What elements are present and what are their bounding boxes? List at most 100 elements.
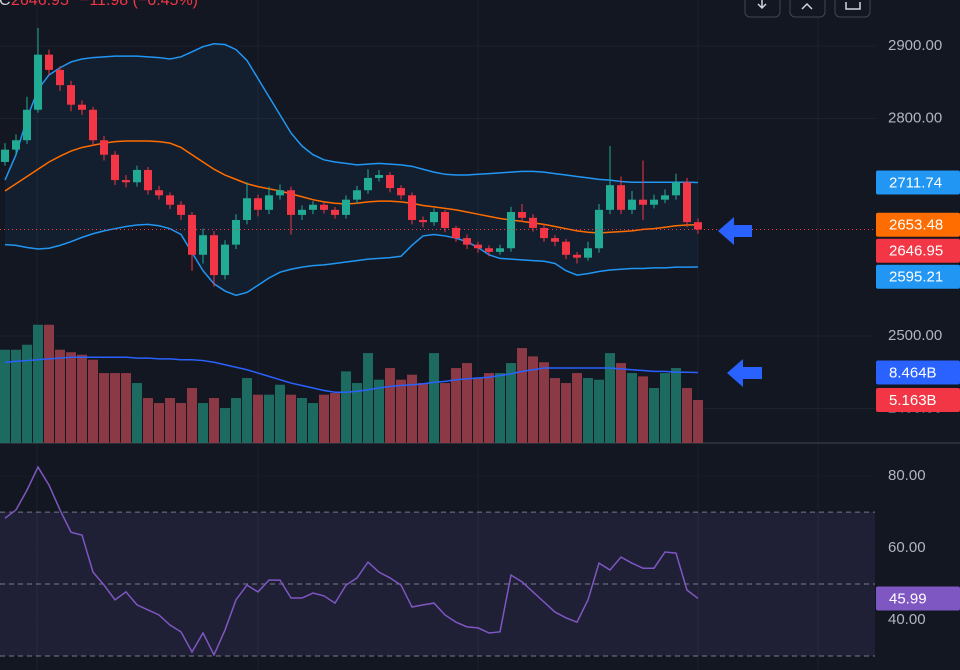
volume-bar — [682, 388, 692, 443]
volume-bar — [385, 368, 395, 443]
volume-bar — [539, 362, 549, 443]
volume-ma-line — [4, 356, 699, 393]
candle-body — [364, 177, 372, 191]
button[interactable] — [789, 0, 826, 18]
volume-bar — [187, 388, 197, 443]
candle-body — [221, 244, 229, 276]
volume-bar — [264, 394, 274, 443]
candle-body — [34, 54, 42, 110]
plot: 2400.002500.002800.002900.0040.0060.0080… — [0, 27, 942, 657]
candle-body — [78, 104, 86, 110]
volume-bar — [176, 403, 186, 443]
volume-bar — [99, 373, 109, 443]
candle-body — [639, 199, 647, 205]
volume-bar — [583, 378, 593, 443]
candle-body — [188, 214, 196, 255]
volume-bar — [429, 353, 439, 443]
volume-bar — [528, 356, 538, 443]
volume-bar — [154, 403, 164, 443]
volume-bar — [88, 359, 98, 443]
volume-bar — [143, 398, 153, 443]
volume-bar — [55, 349, 65, 443]
axis-label-box — [876, 170, 960, 195]
volume-bar — [418, 383, 428, 443]
volume-bar — [627, 373, 637, 443]
volume-bar — [363, 353, 373, 443]
candle-body — [12, 140, 20, 150]
y-tick-label: 80.00 — [888, 467, 926, 484]
rsi-band-fill — [0, 512, 875, 656]
volume-bar — [374, 379, 384, 443]
basis-line — [4, 140, 699, 234]
candle-body — [1, 149, 9, 162]
candle-body — [353, 190, 361, 200]
volume-bar — [506, 363, 516, 443]
candle-body — [320, 204, 328, 210]
volume-bar — [352, 383, 362, 443]
axis-label: 2711.74 — [889, 174, 942, 191]
arrows — [718, 217, 762, 387]
axis-label-box — [876, 238, 960, 263]
volume-bar — [462, 363, 472, 443]
candle-body — [562, 241, 570, 255]
candle-body — [67, 85, 75, 105]
candle-body — [606, 185, 614, 210]
volume-bar — [517, 348, 527, 443]
candle-body — [265, 195, 273, 210]
axis-label: 2646.95 — [889, 243, 943, 260]
y-tick-label: 60.00 — [888, 539, 926, 556]
candle-body — [595, 209, 603, 249]
candle-body — [672, 182, 680, 196]
candle-body — [331, 209, 339, 215]
candle-body — [419, 219, 427, 223]
candle-body — [342, 199, 350, 215]
volume-bar — [660, 373, 670, 443]
volume-bar — [396, 379, 406, 443]
axis-label-box — [876, 360, 960, 385]
volume-bar — [44, 324, 54, 443]
candle-body — [573, 254, 581, 258]
candle-body — [45, 54, 53, 70]
candle-body — [551, 238, 559, 242]
candle-body — [111, 154, 119, 181]
volume-bar — [110, 373, 120, 443]
axis-label: 45.99 — [889, 590, 927, 607]
axis-label: 8.464B — [889, 364, 937, 381]
volume-bar — [286, 394, 296, 443]
volume-bar — [550, 378, 560, 443]
volume-bar — [649, 388, 659, 443]
candle-body — [298, 209, 306, 215]
header-close: 2646.95 — [11, 0, 69, 9]
candle-body — [540, 227, 548, 239]
volume-bar — [308, 403, 318, 443]
up-icon — [801, 2, 813, 10]
candle-body — [463, 238, 471, 245]
volume-bar — [165, 398, 175, 443]
arrow-icon — [718, 217, 752, 245]
lower-band-line — [4, 223, 699, 297]
time-grid — [36, 0, 819, 670]
y-tick-label: 2900.00 — [888, 37, 942, 54]
candle-body — [254, 198, 262, 210]
volume-bar — [297, 398, 307, 443]
volume-bar — [231, 398, 241, 443]
volume-bar — [319, 394, 329, 443]
candle-body — [287, 190, 295, 215]
candle-body — [650, 199, 658, 205]
candle-body — [89, 109, 97, 141]
candle-body — [661, 195, 669, 200]
candle-body — [397, 188, 405, 196]
axis-label: 5.163B — [889, 392, 937, 409]
axis-label-box — [876, 212, 960, 237]
volume-bar — [220, 408, 230, 443]
volume-bar — [275, 384, 285, 443]
panel-icon — [845, 2, 861, 10]
arrow-icon — [727, 359, 762, 387]
candle-body — [507, 212, 515, 249]
volume-bar — [198, 403, 208, 443]
candle-body — [584, 248, 592, 258]
toolbar — [744, 0, 871, 18]
candle-body — [441, 212, 449, 228]
down-icon — [757, 0, 767, 10]
